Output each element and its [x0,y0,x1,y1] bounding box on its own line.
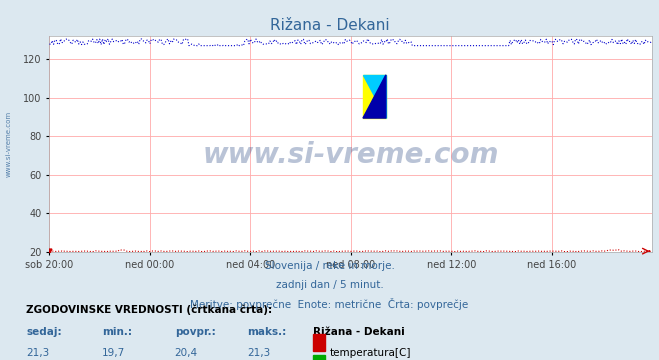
Text: Meritve: povprečne  Enote: metrične  Črta: povprečje: Meritve: povprečne Enote: metrične Črta:… [190,298,469,310]
Text: temperatura[C]: temperatura[C] [330,348,412,358]
Text: povpr.:: povpr.: [175,327,215,337]
FancyBboxPatch shape [363,75,386,118]
Text: 21,3: 21,3 [26,348,49,358]
Text: Rižana - Dekani: Rižana - Dekani [270,18,389,33]
Text: sedaj:: sedaj: [26,327,62,337]
Polygon shape [363,75,386,118]
Text: www.si-vreme.com: www.si-vreme.com [5,111,11,177]
Text: Rižana - Dekani: Rižana - Dekani [313,327,405,337]
Text: www.si-vreme.com: www.si-vreme.com [203,141,499,169]
Text: Slovenija / reke in morje.: Slovenija / reke in morje. [264,261,395,271]
Polygon shape [363,75,386,118]
Text: 19,7: 19,7 [102,348,125,358]
Text: zadnji dan / 5 minut.: zadnji dan / 5 minut. [275,280,384,290]
Text: ZGODOVINSKE VREDNOSTI (črtkana črta):: ZGODOVINSKE VREDNOSTI (črtkana črta): [26,304,272,315]
Text: 20,4: 20,4 [175,348,198,358]
Text: min.:: min.: [102,327,132,337]
Text: maks.:: maks.: [247,327,287,337]
Text: 21,3: 21,3 [247,348,270,358]
